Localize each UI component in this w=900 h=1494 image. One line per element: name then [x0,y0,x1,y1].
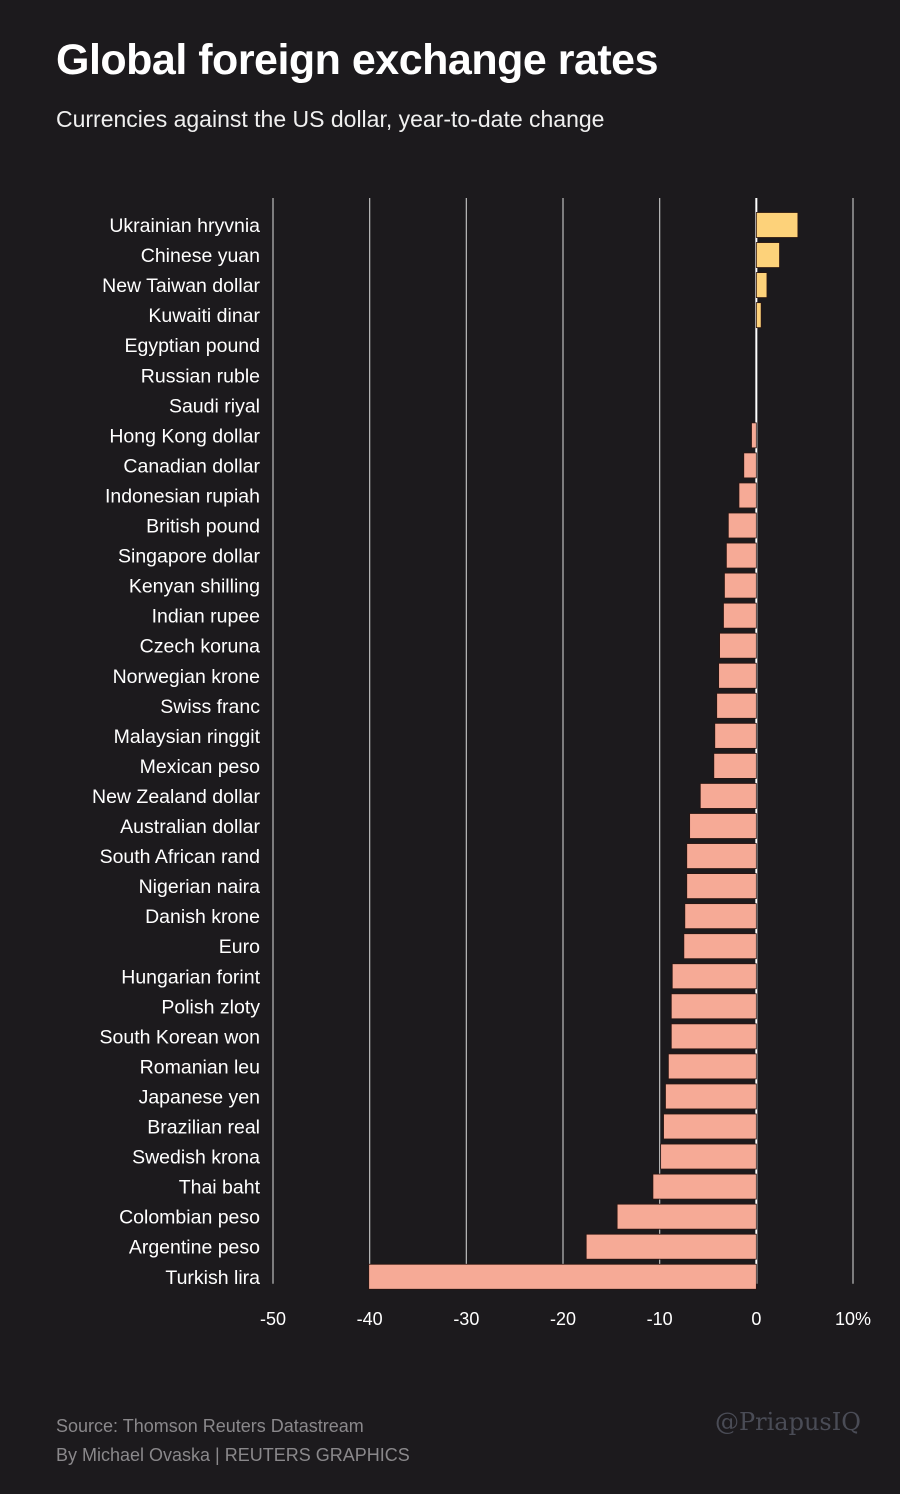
category-label: Ukrainian hryvnia [109,215,260,237]
category-label: Colombian peso [119,1207,260,1229]
category-label: New Zealand dollar [92,786,261,808]
bar-swedish-krona [660,1143,757,1170]
bar-norwegian-krone [718,662,757,689]
category-label: Nigerian naira [139,876,261,898]
category-label: Brazilian real [147,1117,260,1139]
category-label: Indonesian rupiah [105,485,260,507]
category-label: Kuwaiti dinar [148,305,260,327]
x-tick-label: -10 [647,1309,673,1329]
bar-kuwaiti-dinar [755,302,762,329]
bar-hong-kong-dollar [751,422,757,449]
bar-indonesian-rupiah [738,482,757,509]
category-label: New Taiwan dollar [102,275,260,297]
category-label: Czech koruna [140,636,260,658]
x-tick-label: 10% [835,1309,871,1329]
category-label: Russian ruble [141,365,260,387]
bar-south-african-rand [686,843,757,869]
bar-south-korean-won [670,1023,757,1050]
bar-new-taiwan-dollar [755,272,768,299]
bar-chinese-yuan [755,242,780,268]
bar-ukrainian-hryvnia [755,212,799,238]
bar-thai-baht [652,1173,757,1200]
category-label: Singapore dollar [118,546,261,568]
category-label: Euro [219,936,260,958]
bar-new-zealand-dollar [699,783,757,809]
chart-subtitle: Currencies against the US dollar, year-t… [56,106,605,132]
bar-hungarian-forint [671,963,757,990]
bars [368,212,799,1290]
category-label: Kenyan shilling [129,576,260,598]
x-tick-label: -40 [357,1309,383,1329]
category-label: Japanese yen [139,1086,260,1108]
category-label: Swiss franc [160,696,260,718]
bar-australian-dollar [689,813,757,839]
bar-indian-rupee [723,602,757,629]
x-tick-label: -20 [550,1309,576,1329]
bar-danish-krone [684,903,757,930]
bar-japanese-yen [665,1083,757,1110]
category-label: Swedish krona [132,1147,260,1169]
bar-british-pound [727,512,757,539]
bar-romanian-leu [667,1053,757,1080]
category-labels: Ukrainian hryvnia Chinese yuan New Taiwan … [92,215,261,1289]
bar-canadian-dollar [743,452,757,479]
category-label: Canadian dollar [123,455,260,477]
category-label: Romanian leu [140,1056,260,1078]
bar-czech-koruna [719,632,757,659]
bar-brazilian-real [663,1113,757,1140]
category-label: Malaysian ringgit [114,726,261,748]
bar-colombian-peso [616,1203,757,1230]
category-label: Egyptian pound [124,335,260,357]
source-note: Source: Thomson Reuters Datastream [56,1416,364,1436]
bar-mexican-peso [713,753,757,779]
bar-singapore-dollar [725,542,757,569]
category-label: Hong Kong dollar [109,425,260,447]
category-label: British pound [146,516,260,538]
category-label: Australian dollar [120,816,260,838]
bar-polish-zloty [670,993,757,1020]
x-tick-label: 0 [751,1309,761,1329]
category-label: Hungarian forint [121,966,260,988]
category-label: Argentine peso [129,1237,260,1259]
category-label: Chinese yuan [141,245,260,267]
bar-swiss-franc [716,692,757,719]
bar-kenyan-shilling [724,572,757,599]
category-label: Turkish lira [165,1267,260,1289]
category-label: Danish krone [145,906,260,928]
category-label: South African rand [100,846,260,868]
x-tick-labels: -50 -40 -30 -20 -10 0 10% [260,1309,871,1329]
bar-turkish-lira [368,1263,757,1290]
byline: By Michael Ovaska | REUTERS GRAPHICS [56,1445,410,1465]
x-tick-label: -30 [453,1309,479,1329]
bar-malaysian-ringgit [714,722,757,749]
bar-nigerian-naira [686,873,757,899]
category-label: Saudi riyal [169,395,260,417]
category-label: Polish zloty [161,996,260,1018]
bar-argentine-peso [585,1233,757,1260]
x-tick-label: -50 [260,1309,286,1329]
category-label: Mexican peso [140,756,260,778]
gridlines [272,198,854,1284]
category-label: Thai baht [179,1177,261,1199]
category-label: South Korean won [100,1026,260,1048]
watermark: @PriapusIQ [715,1408,861,1436]
chart-title: Global foreign exchange rates [56,36,659,84]
bar-euro [683,933,757,960]
category-label: Indian rupee [152,606,260,628]
category-label: Norwegian krone [113,666,260,688]
